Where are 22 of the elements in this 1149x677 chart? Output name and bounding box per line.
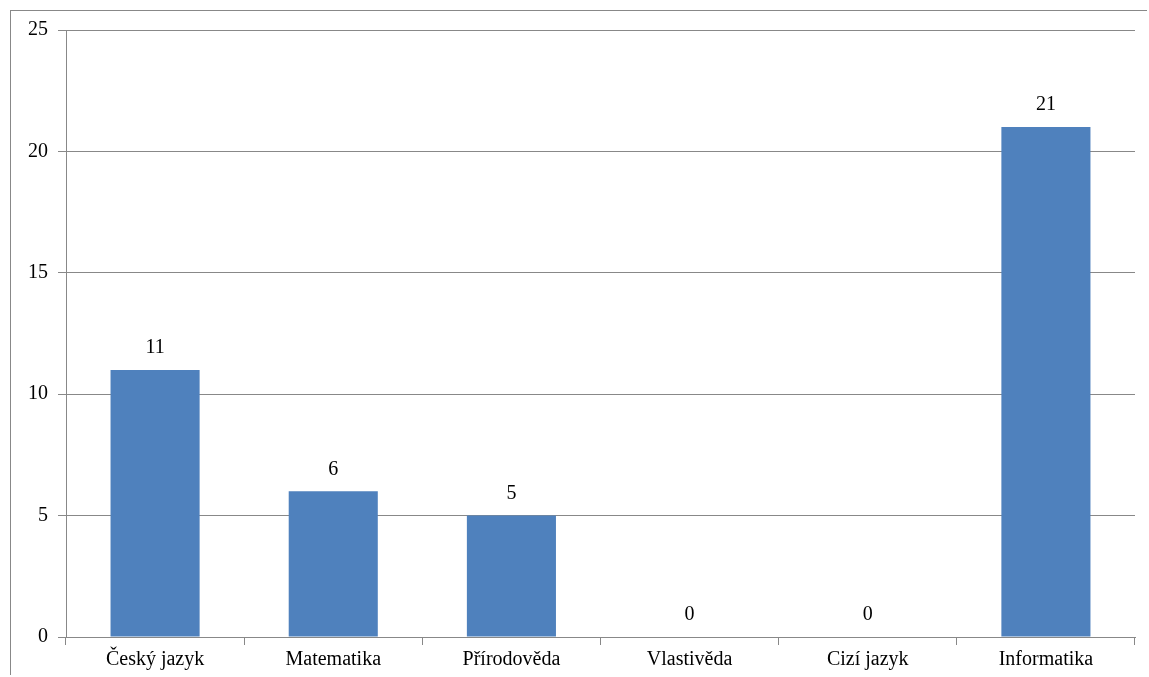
- x-tick-label: Matematika: [285, 647, 382, 670]
- bar: [1001, 127, 1091, 637]
- data-label: 21: [1035, 92, 1056, 115]
- y-tick-label: 5: [38, 502, 48, 525]
- bar: [466, 515, 556, 637]
- y-tick-label: 15: [28, 260, 48, 283]
- x-tick-label: Český jazyk: [105, 646, 205, 671]
- bar: [110, 369, 200, 637]
- data-label: 6: [328, 456, 339, 479]
- y-tick-label: 25: [28, 17, 48, 40]
- data-label: 11: [145, 335, 165, 358]
- data-label: 0: [684, 602, 695, 625]
- x-tick-label: Přírodověda: [462, 647, 561, 670]
- x-tick-label: Vlastivěda: [646, 647, 733, 670]
- data-label: 5: [506, 480, 517, 503]
- bar: [288, 491, 378, 637]
- y-tick-label: 0: [38, 624, 48, 647]
- y-tick-label: 20: [28, 138, 48, 161]
- x-tick-label: Cizí jazyk: [826, 647, 909, 671]
- y-tick-label: 10: [28, 381, 48, 404]
- x-tick-label: Informatika: [998, 647, 1094, 670]
- data-label: 0: [862, 602, 873, 625]
